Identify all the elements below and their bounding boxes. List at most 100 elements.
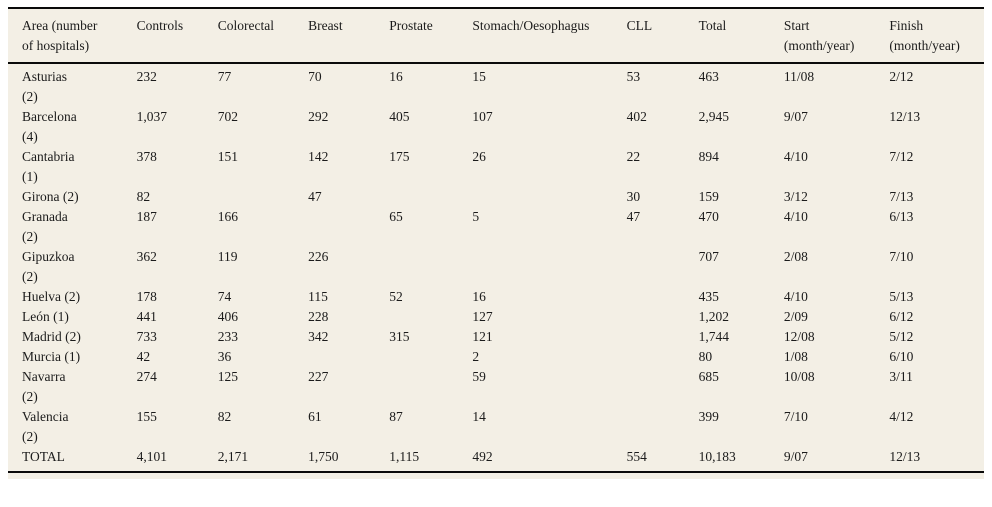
cell-madrid-controls: 733 xyxy=(136,329,157,344)
cell-leon-stomach: 127 xyxy=(472,309,493,324)
cell-leon-finish: 6/12 xyxy=(889,309,914,324)
cell-barcelona-controls: 1,037 xyxy=(136,109,168,124)
cell-madrid-prostate: 315 xyxy=(389,329,410,344)
table-row-valencia: Valencia (2) 155 82 61 87 14 399 7/10 4/12 xyxy=(8,407,984,447)
cell-navarra-controls: 274 xyxy=(136,369,157,384)
cell-gipuzkoa-colorectal: 119 xyxy=(217,249,238,264)
cell-navarra-area: Navarra (2) xyxy=(22,369,66,404)
cell-navarra-colorectal: 125 xyxy=(217,369,239,384)
cell-navarra-start: 10/08 xyxy=(783,369,815,384)
cell-huelva-breast: 115 xyxy=(308,289,328,304)
cell-total-finish: 12/13 xyxy=(875,447,984,473)
cell-murcia-controls: 42 xyxy=(136,349,151,364)
cell-asturias-stomach: 15 xyxy=(472,69,486,84)
cell-leon-prostate xyxy=(375,307,458,327)
cell-total-start: 9/07 xyxy=(769,447,876,473)
cell-cantabria-cll: 22 xyxy=(626,149,641,164)
cell-huelva-prostate: 52 xyxy=(389,289,403,304)
cell-valencia-start: 7/10 xyxy=(783,409,808,424)
cell-granada-finish: 6/13 xyxy=(889,209,914,224)
cell-asturias-finish: 2/12 xyxy=(889,69,914,84)
cell-barcelona-total: 2,945 xyxy=(698,109,730,124)
cell-girona-area: Girona (2) xyxy=(22,189,79,204)
cell-total-cll: 554 xyxy=(612,447,685,473)
cell-granada-area: Granada (2) xyxy=(22,209,68,244)
column-header-breast: Breast xyxy=(294,9,376,64)
cell-madrid-colorectal: 233 xyxy=(217,329,239,344)
table-row-granada: Granada (2) 187 166 65 5 47 470 4/10 6/13 xyxy=(8,207,984,247)
cell-barcelona-stomach: 107 xyxy=(472,109,493,124)
cell-murcia-cll xyxy=(613,347,685,367)
cell-total-area: TOTAL xyxy=(8,447,123,473)
cell-cantabria-stomach: 26 xyxy=(472,149,486,164)
cell-granada-total: 470 xyxy=(698,209,719,224)
cell-total-controls: 4,101 xyxy=(122,447,204,473)
cell-valencia-controls: 155 xyxy=(136,409,157,424)
table-row-gipuzkoa: Gipuzkoa (2) 362 119 226 707 2/08 7/10 xyxy=(8,247,984,287)
cell-huelva-stomach: 16 xyxy=(472,289,486,304)
column-header-stomach: Stomach/Oesophagus xyxy=(458,9,613,64)
cell-madrid-total: 1,744 xyxy=(698,329,730,344)
cell-leon-area: León (1) xyxy=(22,309,69,324)
cell-asturias-controls: 232 xyxy=(136,69,157,84)
cell-huelva-colorectal: 74 xyxy=(217,289,232,304)
cell-valencia-total: 399 xyxy=(698,409,719,424)
cell-cantabria-prostate: 175 xyxy=(389,149,410,164)
column-header-colorectal: Colorectal xyxy=(203,9,295,64)
cell-cantabria-breast: 142 xyxy=(308,149,329,164)
cell-granada-cll: 47 xyxy=(626,209,641,224)
cell-huelva-controls: 178 xyxy=(136,289,157,304)
cell-barcelona-prostate: 405 xyxy=(389,109,410,124)
cell-granada-start: 4/10 xyxy=(783,209,808,224)
table-row-cantabria: Cantabria (1) 378 151 142 175 26 22 894 4/10 7/12 xyxy=(8,147,984,187)
cell-huelva-start: 4/10 xyxy=(783,289,808,304)
cell-madrid-area: Madrid (2) xyxy=(22,329,81,344)
cell-leon-breast: 228 xyxy=(308,309,329,324)
cell-asturias-cll: 53 xyxy=(626,69,641,84)
cell-madrid-cll xyxy=(613,327,685,347)
cell-barcelona-finish: 12/13 xyxy=(889,109,921,124)
cell-girona-total: 159 xyxy=(698,189,719,204)
cell-gipuzkoa-stomach xyxy=(458,247,612,287)
table-row-madrid: Madrid (2) 733 233 342 315 121 1,744 12/08 5/12 xyxy=(8,327,984,347)
cell-madrid-finish: 5/12 xyxy=(889,329,914,344)
cell-total-prostate: 1,115 xyxy=(375,447,459,473)
cell-murcia-stomach: 2 xyxy=(472,349,480,364)
table-header: Area (number of hospitals) Controls Colorec… xyxy=(8,9,984,64)
column-header-total: Total xyxy=(684,9,770,64)
cell-asturias-colorectal: 77 xyxy=(217,69,232,84)
table-row-girona: Girona (2) 82 47 30 159 3/12 7/13 xyxy=(8,187,984,207)
column-header-area: Area (number of hospitals) xyxy=(8,9,123,64)
cell-barcelona-breast: 292 xyxy=(308,109,329,124)
table-row-murcia: Murcia (1) 42 36 2 80 1/08 6/10 xyxy=(8,347,984,367)
cell-huelva-cll xyxy=(613,287,685,307)
cell-girona-colorectal xyxy=(204,187,294,207)
cell-huelva-finish: 5/13 xyxy=(889,289,914,304)
cell-madrid-start: 12/08 xyxy=(783,329,815,344)
cell-huelva-area: Huelva (2) xyxy=(22,289,81,304)
cell-total-colorectal: 2,171 xyxy=(203,447,295,473)
cell-barcelona-area: Barcelona (4) xyxy=(22,109,77,144)
cell-girona-breast: 47 xyxy=(308,189,322,204)
cell-granada-breast xyxy=(294,207,375,247)
cell-asturias-prostate: 16 xyxy=(389,69,403,84)
table-row-navarra: Navarra (2) 274 125 227 59 685 10/08 3/11 xyxy=(8,367,984,407)
cell-leon-total: 1,202 xyxy=(698,309,730,324)
cell-granada-colorectal: 166 xyxy=(217,209,239,224)
cell-huelva-total: 435 xyxy=(698,289,719,304)
cell-girona-finish: 7/13 xyxy=(889,189,914,204)
cell-granada-controls: 187 xyxy=(136,209,157,224)
cell-gipuzkoa-total: 707 xyxy=(698,249,719,264)
cell-cantabria-controls: 378 xyxy=(136,149,157,164)
cell-murcia-finish: 6/10 xyxy=(889,349,914,364)
cell-valencia-breast: 61 xyxy=(308,409,322,424)
cell-madrid-breast: 342 xyxy=(308,329,329,344)
column-header-controls: Controls xyxy=(122,9,204,64)
table-body: Asturias (2) 232 77 70 16 15 53 463 11/08 2/12 Barc… xyxy=(8,63,984,473)
cell-murcia-colorectal: 36 xyxy=(217,349,232,364)
cell-gipuzkoa-prostate xyxy=(375,247,458,287)
cell-barcelona-start: 9/07 xyxy=(783,109,808,124)
table-row-asturias: Asturias (2) 232 77 70 16 15 53 463 11/08 2/12 xyxy=(8,63,984,107)
table-row-total: TOTAL 4,101 2,171 1,750 1,115 492 554 10,183 9/0… xyxy=(8,447,984,473)
table-row-huelva: Huelva (2) 178 74 115 52 16 435 4/10 5/13 xyxy=(8,287,984,307)
